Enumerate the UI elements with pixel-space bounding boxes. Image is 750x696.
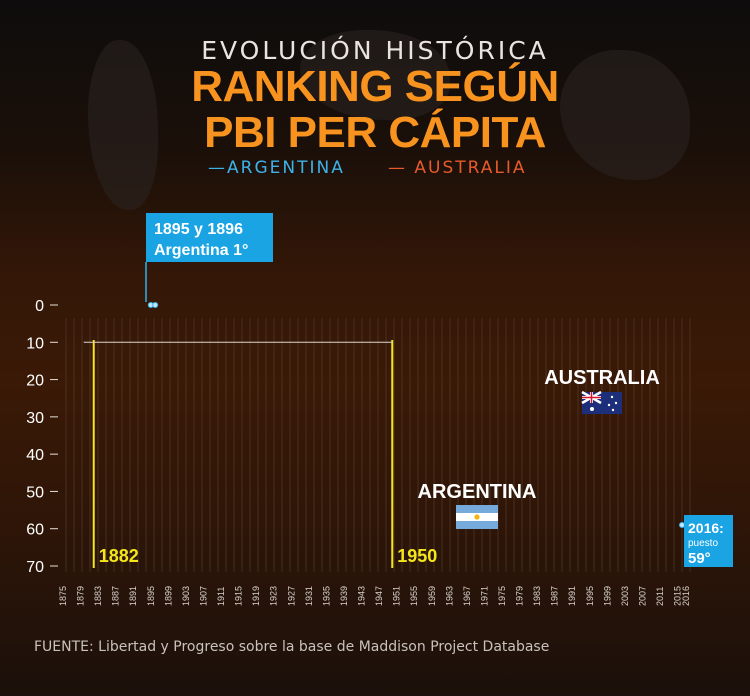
callout-2016-line3: 59°: [688, 550, 711, 567]
x-tick-label: 1979: [515, 586, 525, 606]
y-axis: 0 10 20 30 40 50 60 70: [26, 298, 58, 576]
x-tick-label: 1967: [462, 586, 472, 606]
x-tick-label: 2015: [673, 586, 683, 606]
chart-title-line1: RANKING SEGÚN: [191, 62, 559, 111]
legend-australia-swatch: —: [388, 158, 415, 178]
callout-2016-box: [684, 515, 733, 567]
x-tick-label: 1911: [216, 587, 226, 606]
x-tick-label: 1875: [58, 586, 68, 606]
x-tick-label: 1943: [357, 586, 367, 606]
callout-1895-box: [146, 213, 273, 262]
x-tick-label: 1915: [234, 586, 244, 606]
x-tick-label: 1879: [76, 586, 86, 606]
callout-1895-line2: Argentina 1°: [154, 242, 248, 259]
australia-label: AUSTRALIA: [544, 367, 660, 389]
x-tick-label: 1883: [93, 586, 103, 606]
y-tick-label: 10: [26, 335, 44, 352]
x-tick-label: 1899: [163, 586, 173, 606]
callout-2016-line2: puesto: [688, 538, 718, 549]
argentina-flag-icon: [456, 505, 498, 529]
legend-australia: — AUSTRALIA: [388, 158, 527, 178]
legend-argentina-swatch: —: [208, 158, 227, 178]
x-tick-label: 1895: [146, 586, 156, 606]
callout-1895: 1895 y 1896 Argentina 1°: [145, 213, 273, 302]
legend-australia-label: AUSTRALIA: [414, 158, 527, 178]
series: [147, 302, 685, 528]
chart-title-line2: PBI PER CÁPITA: [204, 108, 546, 157]
x-tick-label: 2003: [620, 586, 630, 606]
x-tick-label: 1903: [181, 586, 191, 606]
year-markers: 1882 1950: [83, 340, 437, 568]
y-tick-label: 30: [26, 410, 44, 427]
x-tick-label: 1931: [304, 586, 314, 606]
x-tick-label: 1963: [444, 586, 454, 606]
x-tick-label: 1951: [392, 586, 402, 606]
argentina-label: ARGENTINA: [418, 481, 537, 503]
x-tick-label: 1955: [409, 586, 419, 606]
x-tick-label: 1971: [479, 586, 489, 606]
chart-subtitle: EVOLUCIÓN HISTÓRICA: [201, 36, 549, 65]
callout-1895-line1: 1895 y 1896: [154, 221, 243, 238]
x-tick-label: 1935: [321, 586, 331, 606]
source-text: Libertad y Progreso sobre la base de Mad…: [93, 639, 550, 655]
x-tick-label: 1995: [585, 586, 595, 606]
australia-annotation: AUSTRALIA: [544, 367, 660, 414]
x-tick-label: 1907: [198, 586, 208, 606]
x-tick-label: 1919: [251, 586, 261, 606]
world-map-bg-shape: [300, 30, 450, 120]
x-tick-label: 1927: [286, 586, 296, 606]
legend-argentina-label: ARGENTINA: [227, 158, 345, 178]
x-tick-label: 1999: [602, 586, 612, 606]
x-tick-label: 1887: [111, 586, 121, 606]
y-tick-label: 60: [26, 522, 44, 539]
world-map-bg-shape: [560, 50, 690, 180]
legend-argentina: —ARGENTINA: [208, 158, 345, 178]
y-tick-label: 50: [26, 484, 44, 501]
x-tick-label: 1975: [497, 586, 507, 606]
source-footer: FUENTE: Libertad y Progreso sobre la bas…: [34, 639, 549, 655]
x-tick-label: 1983: [532, 586, 542, 606]
y-tick-label: 70: [26, 559, 44, 576]
y-tick-label: 0: [35, 298, 44, 315]
world-map-bg-shape: [88, 40, 158, 210]
year-marker-label: 1882: [99, 546, 139, 566]
x-tick-label: 1991: [567, 586, 577, 606]
australia-flag-icon: [581, 390, 622, 414]
y-tick-label: 40: [26, 447, 44, 464]
x-tick-label: 2007: [637, 586, 647, 606]
x-tick-label: 1923: [269, 586, 279, 606]
callout-2016-line1: 2016:: [688, 520, 724, 536]
x-tick-label: 1987: [550, 586, 560, 606]
series-point: [152, 302, 159, 308]
source-label: FUENTE:: [34, 639, 94, 655]
x-tick-label: 1947: [374, 586, 384, 606]
background-bars: [65, 318, 691, 572]
x-tick-label: 1939: [339, 586, 349, 606]
argentina-annotation: ARGENTINA: [418, 481, 537, 529]
x-tick-label: 2011: [655, 587, 665, 606]
x-tick-label: 2016: [681, 586, 691, 606]
y-tick-label: 20: [26, 373, 44, 390]
x-tick-label: 1959: [427, 586, 437, 606]
callout-2016: 2016: puesto 59°: [684, 515, 733, 567]
x-axis: 1875 1879 1883 1887 1891 1895 1899 1903 1907 1911…: [58, 586, 691, 606]
year-marker-label: 1950: [397, 546, 437, 566]
series-point: [679, 521, 685, 528]
x-tick-label: 1891: [128, 586, 138, 606]
